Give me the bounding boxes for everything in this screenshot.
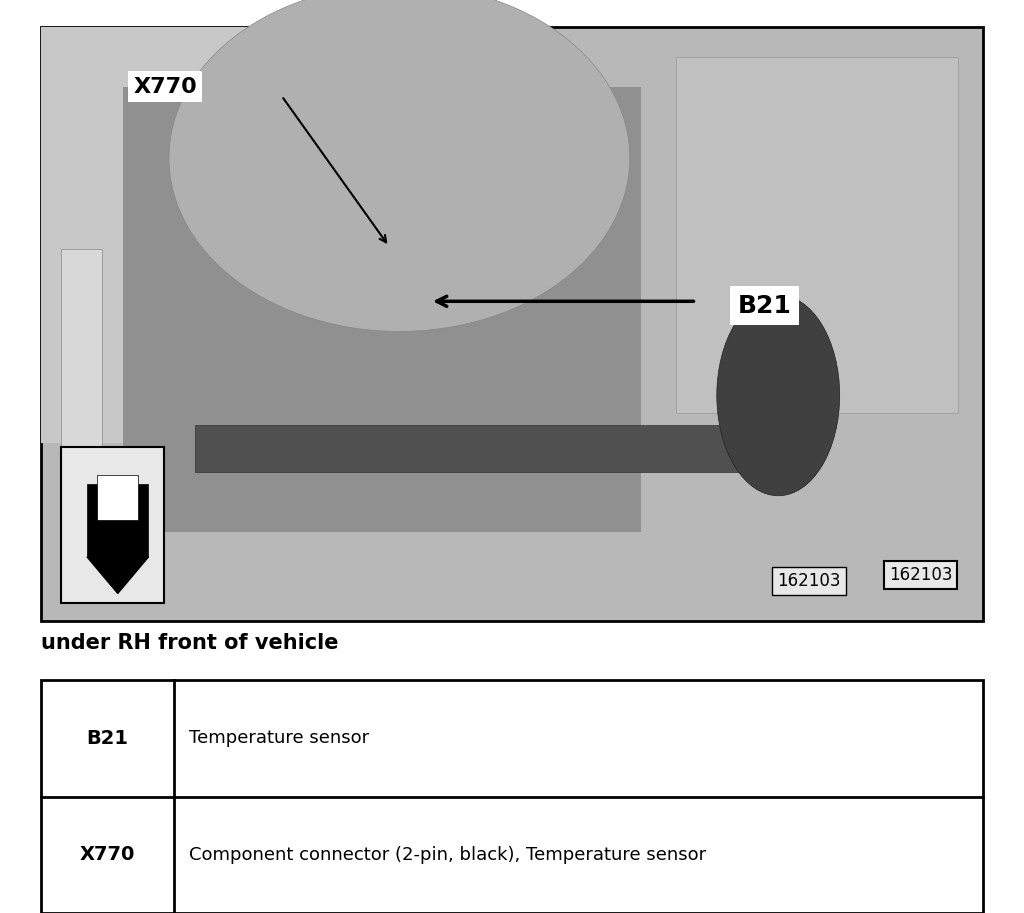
Text: B21: B21 xyxy=(737,294,792,318)
Text: under RH front of vehicle: under RH front of vehicle xyxy=(41,633,339,653)
Bar xyxy=(41,680,983,913)
Polygon shape xyxy=(87,557,148,593)
Text: 162103: 162103 xyxy=(777,572,841,590)
Text: B21: B21 xyxy=(86,729,129,748)
Bar xyxy=(61,248,102,575)
Bar xyxy=(97,475,138,520)
Bar xyxy=(41,27,248,443)
Text: Component connector (2-pin, black), Temperature sensor: Component connector (2-pin, black), Temp… xyxy=(189,845,707,864)
Bar xyxy=(123,87,641,531)
Text: X770: X770 xyxy=(133,77,197,97)
Bar xyxy=(195,425,807,473)
Text: X770: X770 xyxy=(80,845,135,865)
Ellipse shape xyxy=(169,0,630,331)
Text: Temperature sensor: Temperature sensor xyxy=(189,729,370,748)
Bar xyxy=(61,447,164,603)
Bar xyxy=(41,27,983,621)
Bar xyxy=(87,484,148,557)
Ellipse shape xyxy=(717,295,840,496)
Text: 162103: 162103 xyxy=(889,566,952,584)
Bar xyxy=(676,58,958,413)
